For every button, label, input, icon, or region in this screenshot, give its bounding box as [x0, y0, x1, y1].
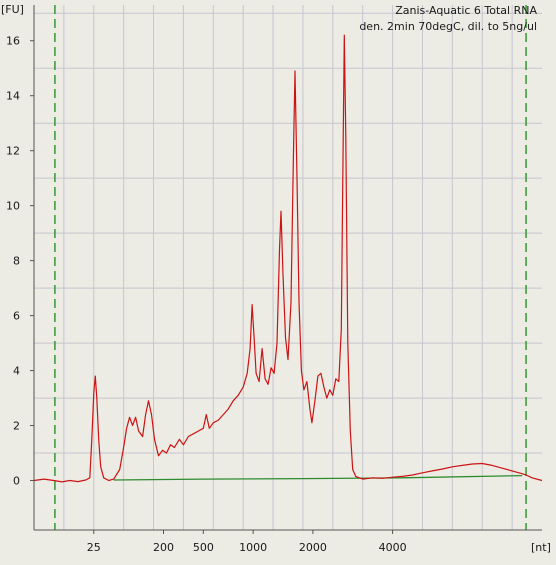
axes: [30, 5, 542, 534]
marker-lines: [54, 5, 527, 530]
y-tick-label: 4: [13, 365, 20, 378]
x-tick-label: 25: [87, 541, 101, 554]
y-tick-label: 10: [6, 200, 20, 213]
signal-line: [33, 34, 543, 483]
annotation-line-1: Zanis-Aquatic 6 Total RNA: [395, 4, 537, 17]
y-tick-labels: 0 2 4 6 8 10 12 14 16: [6, 35, 20, 488]
y-tick-label: 6: [13, 310, 20, 323]
y-tick-label: 14: [6, 90, 20, 103]
baseline-line: [113, 474, 523, 481]
x-tick-label: 200: [153, 541, 174, 554]
y-tick-label: 8: [13, 255, 20, 268]
y-tick-label: 12: [6, 145, 20, 158]
y-tick-label: 16: [6, 35, 20, 48]
x-axis-unit: [nt]: [531, 541, 551, 554]
x-tick-label: 1000: [239, 541, 267, 554]
baseline-series: [113, 474, 523, 481]
y-tick-label: 2: [13, 420, 20, 433]
y-axis-unit: [FU]: [1, 3, 24, 16]
x-tick-labels: 25 200 500 1000 2000 4000: [87, 541, 407, 554]
x-tick-label: 2000: [299, 541, 327, 554]
x-tick-label: 4000: [379, 541, 407, 554]
annotation-line-2: den. 2min 70degC, dil. to 5ng/ul: [359, 20, 537, 33]
y-tick-label: 0: [13, 475, 20, 488]
grid: [34, 5, 542, 530]
signal-series: [33, 34, 543, 483]
x-tick-label: 500: [193, 541, 214, 554]
